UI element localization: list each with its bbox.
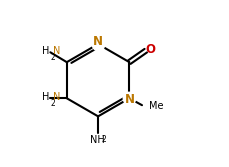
Text: Me: Me	[149, 102, 164, 112]
Text: O: O	[145, 43, 155, 56]
Text: 2: 2	[102, 135, 106, 144]
Text: N: N	[53, 93, 60, 103]
Text: H: H	[42, 46, 49, 56]
Text: NH: NH	[90, 135, 105, 145]
Text: 2: 2	[51, 99, 55, 108]
Text: N: N	[125, 93, 135, 106]
Text: H: H	[42, 93, 49, 103]
Text: N: N	[93, 35, 103, 48]
Text: 2: 2	[51, 53, 55, 62]
Text: N: N	[53, 46, 60, 56]
